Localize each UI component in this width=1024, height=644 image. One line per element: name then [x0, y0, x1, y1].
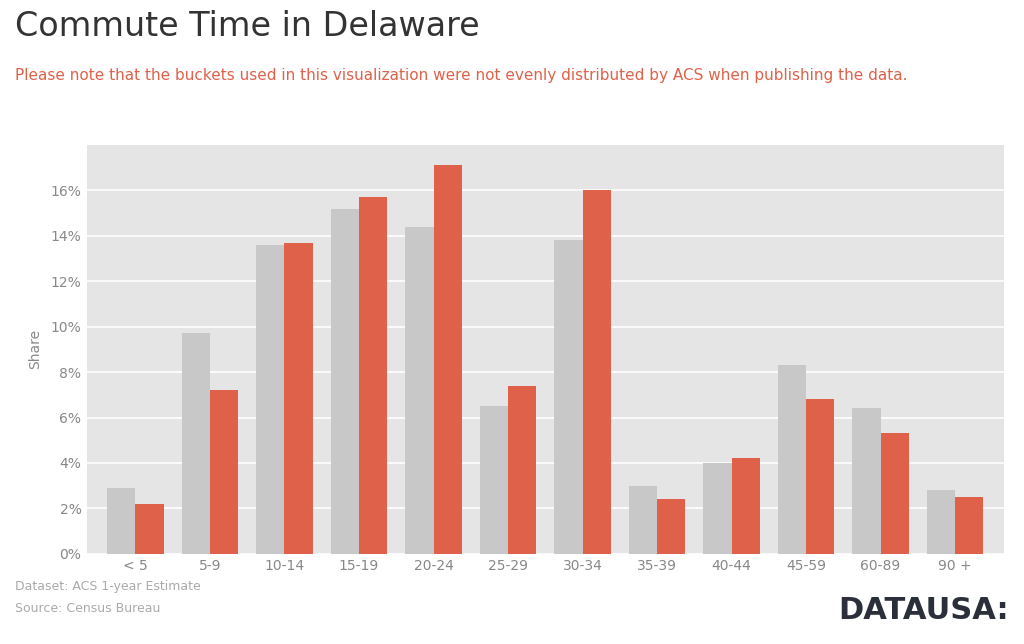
Text: Dataset: ACS 1-year Estimate: Dataset: ACS 1-year Estimate — [15, 580, 201, 592]
Bar — [256, 245, 285, 554]
Bar — [881, 433, 909, 554]
Bar — [778, 365, 806, 554]
Bar — [285, 243, 312, 554]
Bar — [927, 490, 955, 554]
Text: Please note that the buckets used in this visualization were not evenly distribu: Please note that the buckets used in thi… — [15, 68, 908, 82]
Text: Source: Census Bureau: Source: Census Bureau — [15, 602, 161, 615]
Bar — [359, 197, 387, 554]
Bar — [852, 408, 881, 554]
Bar — [135, 504, 164, 554]
Y-axis label: Share: Share — [29, 329, 42, 370]
Bar — [331, 209, 359, 554]
Bar — [108, 488, 135, 554]
Text: Commute Time in Delaware: Commute Time in Delaware — [15, 10, 480, 43]
Bar — [703, 463, 731, 554]
Text: DATAUSA:: DATAUSA: — [838, 596, 1009, 625]
Bar — [181, 334, 210, 554]
Bar — [806, 399, 835, 554]
Bar — [955, 497, 983, 554]
Bar — [433, 166, 462, 554]
Bar — [629, 486, 657, 554]
Bar — [554, 240, 583, 554]
Bar — [508, 386, 537, 554]
Bar — [731, 459, 760, 554]
Bar — [479, 406, 508, 554]
Bar — [210, 390, 239, 554]
Bar — [583, 191, 611, 554]
Bar — [657, 499, 685, 554]
Bar — [406, 227, 433, 554]
